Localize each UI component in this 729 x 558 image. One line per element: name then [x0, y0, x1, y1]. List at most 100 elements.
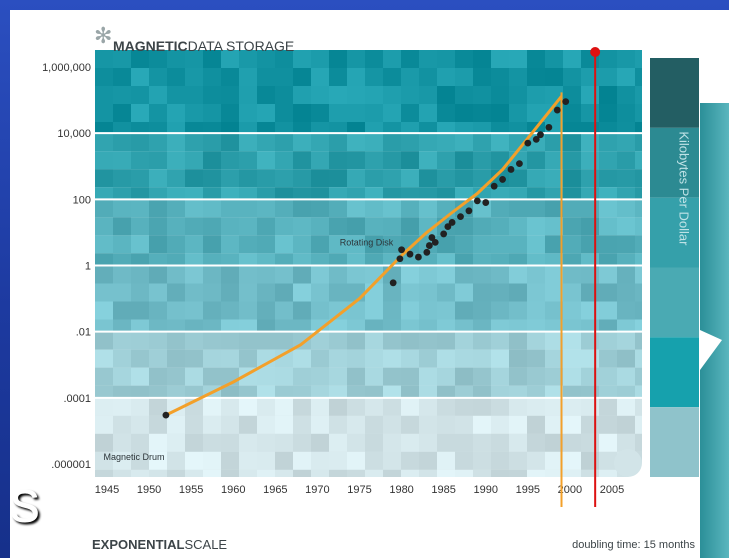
background-cell	[617, 283, 635, 302]
background-cell	[581, 433, 599, 452]
background-cell	[239, 433, 257, 452]
background-cell	[365, 68, 383, 86]
background-cell	[275, 331, 293, 350]
background-cell	[257, 283, 275, 302]
background-cell	[257, 469, 275, 477]
background-cell	[545, 187, 563, 200]
background-cell	[383, 235, 401, 254]
data-points	[162, 98, 570, 419]
background-cell	[383, 397, 401, 416]
background-cell	[113, 415, 131, 434]
background-cell	[419, 199, 437, 218]
background-cell	[257, 415, 275, 434]
background-cell	[617, 301, 635, 320]
background-cell	[329, 68, 347, 86]
background-cell	[95, 199, 113, 218]
background-cell	[131, 217, 149, 236]
background-cell	[419, 169, 437, 188]
background-cell	[113, 199, 131, 218]
background-cell	[329, 433, 347, 452]
background-cell	[365, 133, 383, 152]
background-cell	[455, 331, 473, 350]
background-cell	[383, 217, 401, 236]
reference-dot	[590, 47, 601, 57]
background-cell	[491, 367, 509, 386]
background-cell	[131, 319, 149, 332]
background-cell	[365, 169, 383, 188]
background-cell	[293, 151, 311, 170]
background-cell	[257, 133, 275, 152]
background-cell	[581, 367, 599, 386]
background-cell	[527, 415, 545, 434]
background-cell	[113, 253, 131, 266]
background-cell	[491, 151, 509, 170]
data-point	[423, 248, 431, 256]
background-cell	[185, 283, 203, 302]
background-cell	[329, 253, 347, 266]
background-cell	[563, 397, 581, 416]
background-cell	[527, 283, 545, 302]
background-cell	[527, 319, 545, 332]
background-cell	[221, 50, 239, 68]
slide-title-fragment: s	[10, 468, 40, 535]
background-cell	[149, 86, 167, 104]
background-cell	[635, 319, 642, 332]
background-cell	[311, 349, 329, 368]
background-cell	[599, 50, 617, 68]
background-cell	[509, 169, 527, 188]
background-cell	[221, 301, 239, 320]
background-cell	[293, 469, 311, 477]
background-cell	[257, 253, 275, 266]
background-cell	[329, 331, 347, 350]
background-cell	[149, 253, 167, 266]
background-cell	[311, 301, 329, 320]
background-cell	[563, 199, 581, 218]
background-cell	[473, 235, 491, 254]
background-cell	[329, 199, 347, 218]
background-cell	[545, 331, 563, 350]
background-cell	[311, 469, 329, 477]
data-point	[431, 238, 439, 246]
background-cell	[491, 319, 509, 332]
background-cell	[455, 86, 473, 104]
background-cell	[149, 235, 167, 254]
background-cell	[581, 331, 599, 350]
x-tick-label: 2005	[600, 484, 624, 496]
background-cell	[167, 283, 185, 302]
background-cell	[401, 349, 419, 368]
background-cell	[149, 217, 167, 236]
background-cell	[149, 68, 167, 86]
background-cell	[347, 415, 365, 434]
background-cell	[347, 104, 365, 122]
background-cell	[131, 50, 149, 68]
background-cell	[221, 385, 239, 398]
background-cell	[257, 86, 275, 104]
background-cell	[131, 235, 149, 254]
background-cell	[491, 68, 509, 86]
background-cell	[185, 319, 203, 332]
background-cell	[95, 385, 113, 398]
background-cell	[545, 283, 563, 302]
background-cell	[365, 86, 383, 104]
background-cell	[239, 50, 257, 68]
background-cell	[509, 50, 527, 68]
background-cell	[437, 169, 455, 188]
background-cell	[437, 301, 455, 320]
background-cell	[419, 451, 437, 470]
background-cell	[581, 319, 599, 332]
y-tick-label: .000001	[51, 459, 91, 471]
background-cell	[509, 199, 527, 218]
background-cell	[311, 331, 329, 350]
background-cell	[491, 50, 509, 68]
y-tick-label: 1,000,000	[42, 62, 91, 74]
background-cell	[257, 265, 275, 284]
legend-segment	[650, 58, 699, 128]
background-cell	[167, 122, 185, 134]
background-cell	[365, 122, 383, 134]
background-cell	[365, 151, 383, 170]
background-cell	[311, 68, 329, 86]
background-cell	[617, 86, 635, 104]
background-cell	[221, 169, 239, 188]
background-cell	[437, 349, 455, 368]
background-cell	[203, 199, 221, 218]
